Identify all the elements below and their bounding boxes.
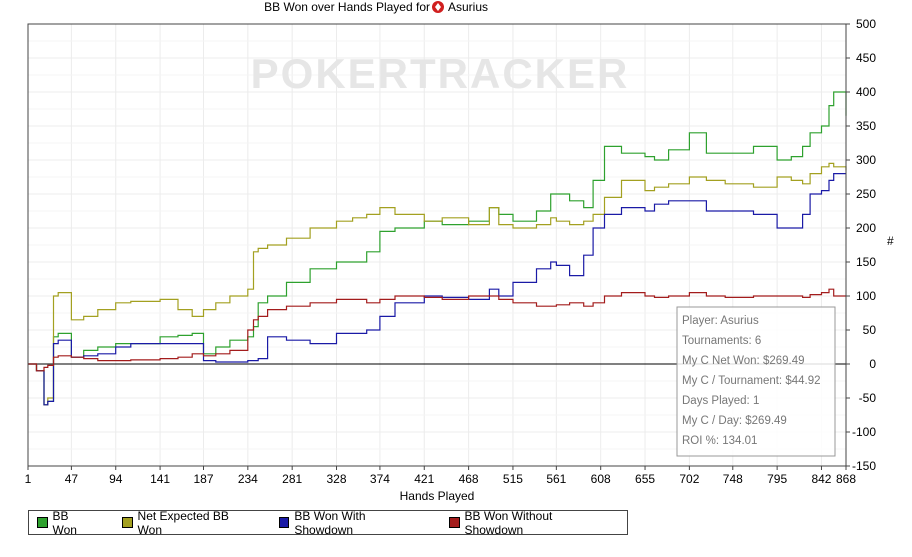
chart-title-group: BB Won over Hands Played for Asurius <box>264 0 488 14</box>
info-box-line: My C / Tournament: $44.92 <box>682 375 821 387</box>
legend-swatch-bb-won <box>37 517 48 528</box>
legend-swatch-no-showdown <box>448 517 460 528</box>
y-tick-label: 150 <box>856 255 876 269</box>
legend-label-showdown: BB Won With Showdown <box>294 508 366 537</box>
series-line-3 <box>28 288 846 372</box>
x-tick-label: 328 <box>327 472 347 486</box>
legend-label-bb-won: BB Won <box>52 508 77 537</box>
x-tick-label: 561 <box>546 472 566 486</box>
info-box-line: ROI %: 134.01 <box>682 435 757 447</box>
y-tick-label: 450 <box>856 51 876 65</box>
x-tick-label: 515 <box>503 472 523 486</box>
x-tick-label: 655 <box>635 472 655 486</box>
x-tick-label: 842 <box>811 472 831 486</box>
y-tick-label: 500 <box>856 17 876 31</box>
y-tick-label: -100 <box>852 425 876 439</box>
plot-area: POKERTRACKER 1 47 94 141 187 234 281 328 374 421 46… <box>25 17 894 503</box>
legend-item-no-showdown: BB Won Without Showdown <box>448 508 607 537</box>
poker-suit-icon <box>432 1 444 13</box>
x-tick-label: 795 <box>767 472 787 486</box>
y-tick-label: 350 <box>856 119 876 133</box>
x-tick-label: 141 <box>150 472 170 486</box>
info-box-line: Days Played: 1 <box>682 395 759 407</box>
y-tick-label: 100 <box>856 289 876 303</box>
legend-swatch-net-expected <box>122 517 133 528</box>
x-tick-label: 868 <box>836 472 856 486</box>
x-tick-label: 421 <box>414 472 434 486</box>
x-tick-label: 1 <box>25 472 32 486</box>
y-tick-label: 300 <box>856 153 876 167</box>
x-tick-label: 281 <box>282 472 302 486</box>
x-tick-label: 234 <box>238 472 258 486</box>
x-tick-label: 47 <box>65 472 79 486</box>
y-tick-label: 400 <box>856 85 876 99</box>
legend-label-net-expected: Net Expected BB Won <box>137 508 229 537</box>
info-box <box>676 306 836 457</box>
info-box-line: Player: Asurius <box>682 315 759 327</box>
info-box-line: Tournaments: 6 <box>682 335 761 347</box>
chart-title: BB Won over Hands Played for <box>264 0 430 14</box>
x-tick-label: 94 <box>109 472 123 486</box>
y-axis-title: # <box>887 234 894 248</box>
info-box-line: My C / Day: $269.49 <box>682 415 787 427</box>
legend-item-net-expected: Net Expected BB Won <box>122 509 251 537</box>
legend-item-bb-won: BB Won <box>37 509 94 537</box>
x-tick-label: 748 <box>723 472 743 486</box>
x-tick-label: 608 <box>591 472 611 486</box>
y-tick-label: 250 <box>856 187 876 201</box>
x-tick-label: 702 <box>679 472 699 486</box>
y-tick-label: 0 <box>869 357 876 371</box>
y-tick-label: -50 <box>859 391 877 405</box>
x-tick-label: 374 <box>370 472 390 486</box>
info-box-line: My C Net Won: $269.49 <box>682 355 805 367</box>
y-tick-label: 200 <box>856 221 876 235</box>
chart-title-player: Asurius <box>448 0 488 14</box>
plot-border <box>27 23 847 467</box>
x-tick-label: 187 <box>193 472 213 486</box>
series-line-1 <box>28 162 847 406</box>
legend-item-showdown: BB Won With Showdown <box>278 508 421 537</box>
x-axis-title: Hands Played <box>400 489 475 503</box>
series-line-2 <box>28 173 846 406</box>
chart-legend: BB Won Net Expected BB Won BB Won With S… <box>28 508 628 537</box>
x-tick-label: 468 <box>459 472 479 486</box>
y-tick-label: 50 <box>863 323 877 337</box>
watermark: POKERTRACKER <box>251 50 630 97</box>
legend-label-no-showdown: BB Won Without Showdown <box>464 508 553 537</box>
y-tick-label: -150 <box>852 459 876 473</box>
legend-swatch-showdown <box>278 517 290 528</box>
